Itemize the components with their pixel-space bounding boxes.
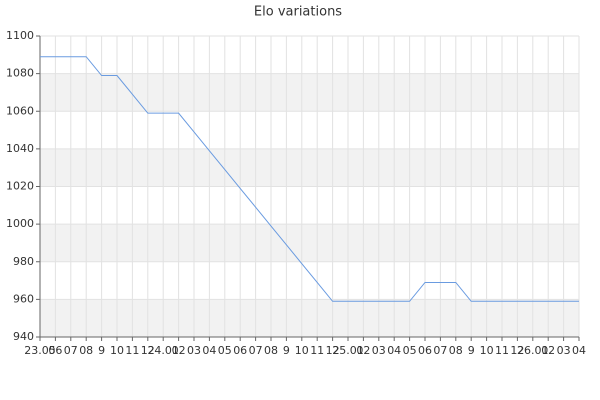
y-tick-label: 1100	[6, 29, 34, 42]
x-tick-label: 9	[283, 344, 290, 357]
x-tick-label: 11	[495, 344, 509, 357]
x-tick-label: 9	[468, 344, 475, 357]
x-tick-label: 23.05	[24, 344, 56, 357]
x-tick-label: 11	[310, 344, 324, 357]
y-tick-label: 1020	[6, 180, 34, 193]
y-tick-label: 1040	[6, 142, 34, 155]
x-tick-label: 07	[64, 344, 78, 357]
y-tick-label: 980	[13, 255, 34, 268]
x-tick-label: 07	[433, 344, 447, 357]
x-tick-label: 10	[480, 344, 494, 357]
x-tick-label: 06	[418, 344, 432, 357]
x-tick-label: 02	[541, 344, 555, 357]
grid-band	[40, 73, 579, 112]
grid-band	[40, 224, 579, 262]
x-tick-label: 05	[218, 344, 232, 357]
y-tick-label: 1060	[6, 104, 34, 117]
x-tick-label: 04	[387, 344, 401, 357]
x-tick-label: 04	[572, 344, 586, 357]
x-tick-label: 03	[557, 344, 571, 357]
x-tick-label: 06	[48, 344, 62, 357]
line	[40, 56, 579, 302]
y-tick-label: 960	[13, 292, 34, 305]
y-tick-label: 1000	[6, 217, 34, 230]
x-tick-label: 12	[510, 344, 524, 357]
chart-title: Elo variations	[254, 5, 342, 20]
x-tick-label: 02	[356, 344, 370, 357]
y-tick-label: 940	[13, 330, 34, 343]
x-tick-label: 06	[233, 344, 247, 357]
x-tick-label: 26.01	[517, 344, 549, 357]
x-tick-label: 03	[187, 344, 201, 357]
x-tick-label: 24.01	[147, 344, 179, 357]
grid-band	[40, 148, 579, 187]
x-tick-label: 10	[295, 344, 309, 357]
x-tick-label: 10	[110, 344, 124, 357]
x-tick-label: 11	[125, 344, 139, 357]
x-tick-label: 25.01	[332, 344, 364, 357]
x-tick-label: 08	[449, 344, 463, 357]
x-tick-label: 12	[141, 344, 155, 357]
x-tick-label: 08	[79, 344, 93, 357]
x-tick-label: 05	[403, 344, 417, 357]
x-tick-label: 02	[172, 344, 186, 357]
x-tick-label: 07	[249, 344, 263, 357]
x-tick-label: 04	[202, 344, 216, 357]
x-tick-label: 9	[98, 344, 105, 357]
grid-band	[40, 299, 579, 337]
x-tick-label: 03	[372, 344, 386, 357]
x-tick-label: 12	[326, 344, 340, 357]
y-tick-label: 1080	[6, 67, 34, 80]
x-tick-label: 08	[264, 344, 278, 357]
